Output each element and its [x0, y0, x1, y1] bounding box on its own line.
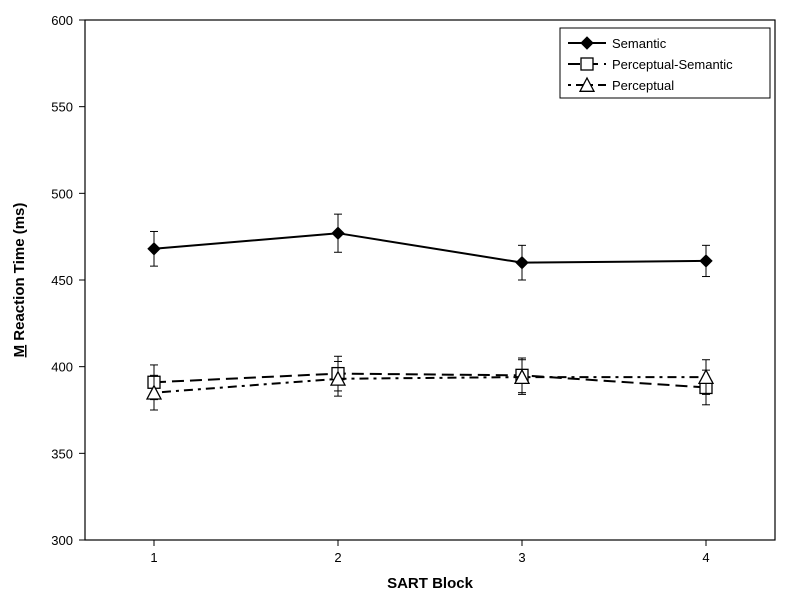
legend-label: Perceptual-Semantic [612, 57, 733, 72]
x-tick-label: 4 [702, 550, 709, 565]
x-tick-label: 2 [334, 550, 341, 565]
y-tick-label: 550 [51, 100, 73, 115]
y-tick-label: 500 [51, 186, 73, 201]
y-tick-label: 350 [51, 446, 73, 461]
legend-label: Perceptual [612, 78, 674, 93]
x-axis-label: SART Block [387, 575, 474, 592]
y-axis-label: M Reaction Time (ms) [11, 203, 28, 358]
x-tick-label: 1 [150, 550, 157, 565]
legend-label: Semantic [612, 36, 667, 51]
y-tick-label: 400 [51, 360, 73, 375]
y-tick-label: 450 [51, 273, 73, 288]
y-tick-label: 300 [51, 533, 73, 548]
x-tick-label: 3 [518, 550, 525, 565]
y-tick-label: 600 [51, 13, 73, 28]
legend: Semantic Perceptual-Semantic Perceptual [560, 28, 770, 98]
